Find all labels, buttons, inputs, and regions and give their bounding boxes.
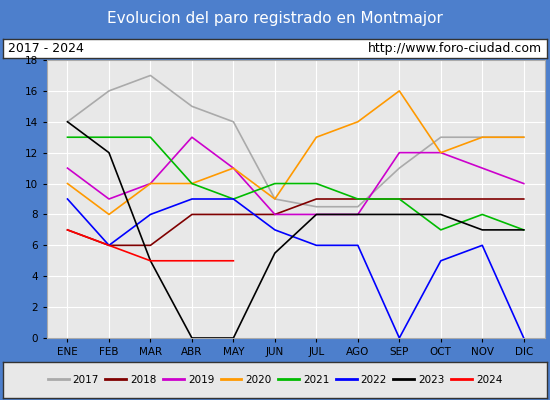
Text: Evolucion del paro registrado en Montmajor: Evolucion del paro registrado en Montmaj… [107, 12, 443, 26]
Text: http://www.foro-ciudad.com: http://www.foro-ciudad.com [368, 42, 542, 55]
Text: 2017 - 2024: 2017 - 2024 [8, 42, 84, 55]
Legend: 2017, 2018, 2019, 2020, 2021, 2022, 2023, 2024: 2017, 2018, 2019, 2020, 2021, 2022, 2023… [43, 371, 507, 389]
